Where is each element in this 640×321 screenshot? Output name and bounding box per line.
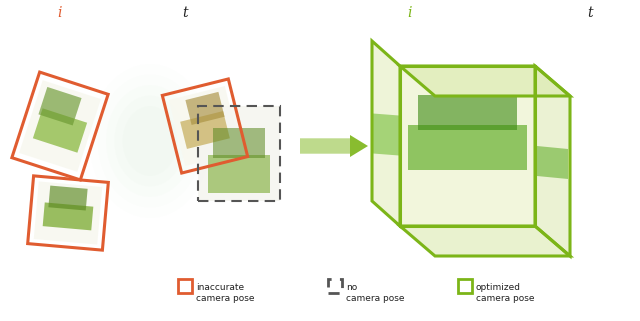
Polygon shape [180, 111, 230, 149]
Bar [458, 279, 472, 293]
Text: t: t [182, 6, 188, 20]
Polygon shape [186, 92, 225, 125]
Bar [178, 279, 192, 293]
Text: inaccurate
camera pose: inaccurate camera pose [196, 283, 255, 303]
Polygon shape [33, 108, 87, 153]
Bar [408, 125, 527, 170]
Ellipse shape [106, 85, 194, 197]
Bar [198, 106, 280, 201]
Polygon shape [49, 186, 88, 211]
Polygon shape [38, 87, 81, 126]
Polygon shape [169, 86, 241, 166]
Bar [198, 106, 280, 201]
Polygon shape [300, 135, 368, 157]
Polygon shape [537, 146, 568, 179]
Polygon shape [373, 114, 399, 155]
Polygon shape [400, 226, 570, 256]
Bar [213, 128, 265, 158]
Polygon shape [19, 80, 101, 172]
Polygon shape [535, 66, 570, 256]
Text: i: i [408, 6, 412, 20]
Polygon shape [400, 66, 535, 226]
Text: i: i [58, 6, 62, 20]
Polygon shape [400, 66, 570, 96]
Polygon shape [34, 181, 102, 245]
Ellipse shape [122, 106, 177, 176]
Bar [418, 95, 517, 130]
Text: no
camera pose: no camera pose [346, 283, 404, 303]
Polygon shape [43, 203, 93, 230]
Ellipse shape [98, 74, 202, 207]
Text: optimized
camera pose: optimized camera pose [476, 283, 534, 303]
Text: t: t [587, 6, 593, 20]
Bar [208, 155, 270, 193]
Polygon shape [300, 138, 350, 154]
Ellipse shape [115, 96, 186, 187]
Polygon shape [372, 41, 400, 226]
Bar [328, 279, 342, 293]
